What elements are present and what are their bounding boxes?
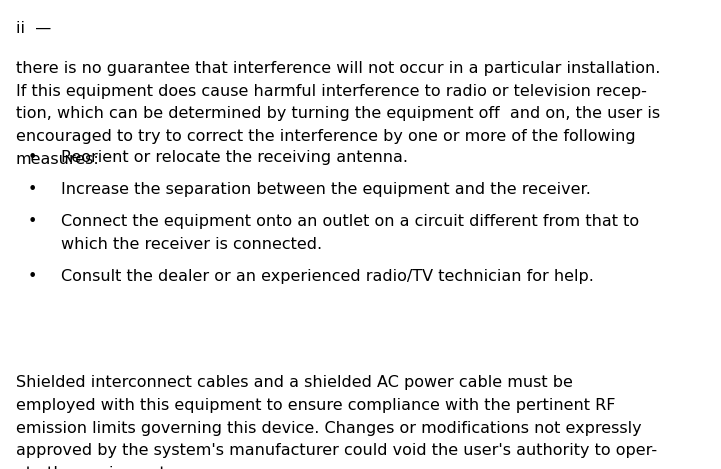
Text: •: • (27, 268, 37, 283)
Text: Increase the separation between the equipment and the receiver.: Increase the separation between the equi… (61, 182, 591, 197)
Text: encouraged to try to correct the interference by one or more of the following: encouraged to try to correct the interfe… (16, 129, 635, 144)
Text: Reorient or relocate the receiving antenna.: Reorient or relocate the receiving anten… (61, 150, 408, 165)
Text: ate the equipment.: ate the equipment. (16, 466, 171, 469)
Text: Shielded interconnect cables and a shielded AC power cable must be: Shielded interconnect cables and a shiel… (16, 375, 572, 390)
Text: ii  —: ii — (16, 21, 51, 36)
Text: •: • (27, 214, 37, 229)
Text: Connect the equipment onto an outlet on a circuit different from that to: Connect the equipment onto an outlet on … (61, 214, 640, 229)
Text: Consult the dealer or an experienced radio/TV technician for help.: Consult the dealer or an experienced rad… (61, 268, 594, 283)
Text: emission limits governing this device. Changes or modifications not expressly: emission limits governing this device. C… (16, 421, 642, 436)
Text: employed with this equipment to ensure compliance with the pertinent RF: employed with this equipment to ensure c… (16, 398, 615, 413)
Text: there is no guarantee that interference will not occur in a particular installat: there is no guarantee that interference … (16, 61, 660, 76)
Text: •: • (27, 150, 37, 165)
Text: •: • (27, 182, 37, 197)
Text: approved by the system's manufacturer could void the user's authority to oper-: approved by the system's manufacturer co… (16, 444, 657, 458)
Text: tion, which can be determined by turning the equipment off  and on, the user is: tion, which can be determined by turning… (16, 106, 660, 121)
Text: If this equipment does cause harmful interference to radio or television recep-: If this equipment does cause harmful int… (16, 84, 647, 98)
Text: measures:: measures: (16, 152, 99, 167)
Text: which the receiver is connected.: which the receiver is connected. (61, 236, 322, 251)
